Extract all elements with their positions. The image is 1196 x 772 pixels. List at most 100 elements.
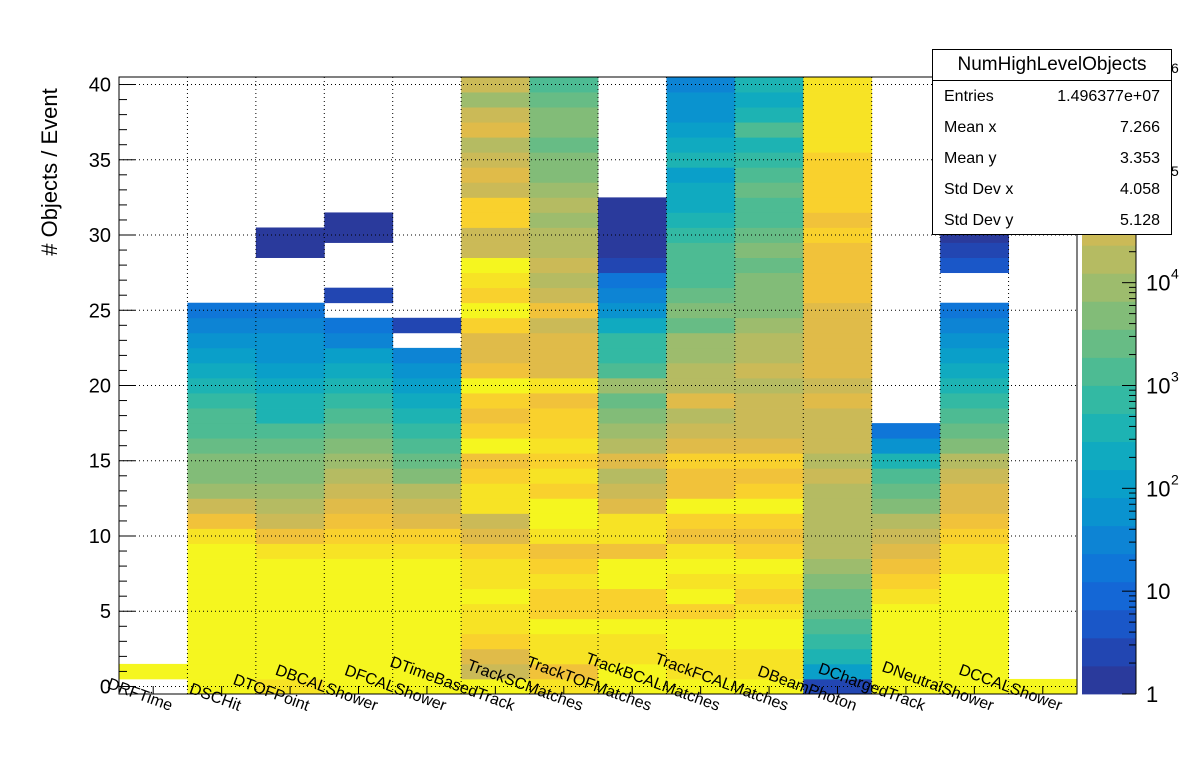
heatmap-cell	[734, 423, 804, 439]
heatmap-cell	[803, 182, 873, 198]
heatmap-cell	[392, 423, 462, 439]
heatmap-cell	[803, 107, 873, 123]
z-tick-label: 1	[1146, 682, 1158, 707]
heatmap-cell	[666, 498, 736, 514]
heatmap-cell	[529, 92, 599, 108]
heatmap-cell	[871, 663, 941, 680]
heatmap-cell	[598, 498, 667, 514]
heatmap-cell	[187, 438, 257, 454]
heatmap-cell	[187, 453, 257, 469]
heatmap-cell	[255, 453, 325, 469]
heatmap-cell	[940, 648, 1009, 665]
heatmap-cell	[666, 167, 736, 183]
heatmap-cell	[734, 468, 804, 484]
heatmap-cell	[666, 588, 736, 605]
heatmap-cell	[734, 272, 804, 289]
stats-row: Mean y 3.353	[933, 143, 1171, 174]
heatmap-cell	[461, 498, 530, 514]
heatmap-cell	[529, 317, 599, 334]
heatmap-cell	[940, 423, 1009, 439]
heatmap-cell	[734, 498, 804, 514]
heatmap-cell	[666, 377, 736, 394]
heatmap-cell	[529, 257, 599, 274]
heatmap-cell	[803, 152, 873, 168]
heatmap-cell	[324, 528, 394, 544]
heatmap-cell	[529, 347, 599, 364]
heatmap-cell	[461, 648, 530, 665]
heatmap-cell	[871, 438, 941, 454]
heatmap-cell	[940, 663, 1009, 680]
heatmap-cell	[255, 588, 325, 605]
heatmap-cell	[803, 498, 873, 514]
heatmap-cell	[871, 543, 941, 559]
heatmap-cell	[734, 287, 804, 304]
heatmap-cell	[187, 618, 257, 635]
stats-box: NumHighLevelObjects Entries 1.496377e+07 …	[932, 49, 1172, 235]
heatmap-cell	[255, 468, 325, 484]
heatmap-cell	[666, 332, 736, 349]
heatmap-cell	[734, 453, 804, 469]
heatmap-cell	[255, 483, 325, 499]
stats-value: 3.353	[1119, 150, 1160, 167]
heatmap-cell	[255, 603, 325, 620]
heatmap-cell	[529, 438, 599, 454]
heatmap-cell	[529, 633, 599, 650]
heatmap-cell	[940, 393, 1009, 409]
heatmap-cell	[666, 122, 736, 138]
heatmap-cell	[255, 227, 325, 243]
heatmap-cell	[255, 663, 325, 680]
heatmap-cell	[666, 423, 736, 439]
heatmap-cell	[187, 498, 257, 514]
heatmap-cell	[461, 483, 530, 499]
z-tick-exponent: 6	[1171, 60, 1179, 76]
heatmap-cell	[187, 362, 257, 379]
heatmap-cell	[803, 212, 873, 228]
heatmap-cell	[529, 212, 599, 228]
palette-swatch	[1082, 413, 1136, 442]
heatmap-cell	[324, 377, 394, 394]
heatmap-cell	[461, 513, 530, 529]
heatmap-cell	[324, 332, 394, 349]
heatmap-cell	[529, 588, 599, 605]
y-tick-label: 35	[89, 150, 111, 172]
heatmap-cell	[871, 498, 941, 514]
heatmap-cell	[392, 573, 462, 590]
y-tick-label: 25	[89, 300, 111, 322]
heatmap-cell	[666, 272, 736, 289]
heatmap-cell	[871, 468, 941, 484]
palette-swatch	[1082, 553, 1136, 583]
heatmap-cell	[324, 543, 394, 559]
heatmap-cell	[940, 347, 1009, 364]
heatmap-cell	[666, 453, 736, 469]
heatmap-cell	[940, 573, 1009, 590]
z-tick-exponent: 4	[1171, 266, 1179, 282]
heatmap-cell	[255, 618, 325, 635]
heatmap-cell	[871, 513, 941, 529]
heatmap-cell	[255, 558, 325, 575]
heatmap-cell	[461, 317, 530, 334]
stats-row: Std Dev y 5.128	[933, 205, 1171, 236]
heatmap-cell	[598, 648, 667, 665]
heatmap-cell	[187, 588, 257, 605]
heatmap-cell	[598, 618, 667, 635]
heatmap-cell	[666, 242, 736, 258]
stats-label: Mean x	[944, 119, 997, 136]
heatmap-cell	[734, 182, 804, 198]
heatmap-cell	[803, 137, 873, 153]
heatmap-cell	[187, 347, 257, 364]
heatmap-cell	[803, 513, 873, 529]
y-tick-label: 10	[89, 526, 111, 548]
heatmap-cell	[803, 77, 873, 93]
z-tick-label: 10	[1146, 271, 1170, 296]
stats-value: 5.128	[1119, 212, 1160, 229]
heatmap-cell	[324, 483, 394, 499]
heatmap-cell	[529, 137, 599, 153]
heatmap-cell	[871, 588, 941, 605]
heatmap-cell	[461, 257, 530, 274]
heatmap-cell	[461, 272, 530, 289]
palette-swatch	[1082, 637, 1136, 667]
y-axis: 0 5 10 15 20 25 30 35 40	[89, 75, 135, 698]
heatmap-cell	[940, 528, 1009, 544]
heatmap-cell	[598, 453, 667, 469]
heatmap-cell	[461, 558, 530, 575]
